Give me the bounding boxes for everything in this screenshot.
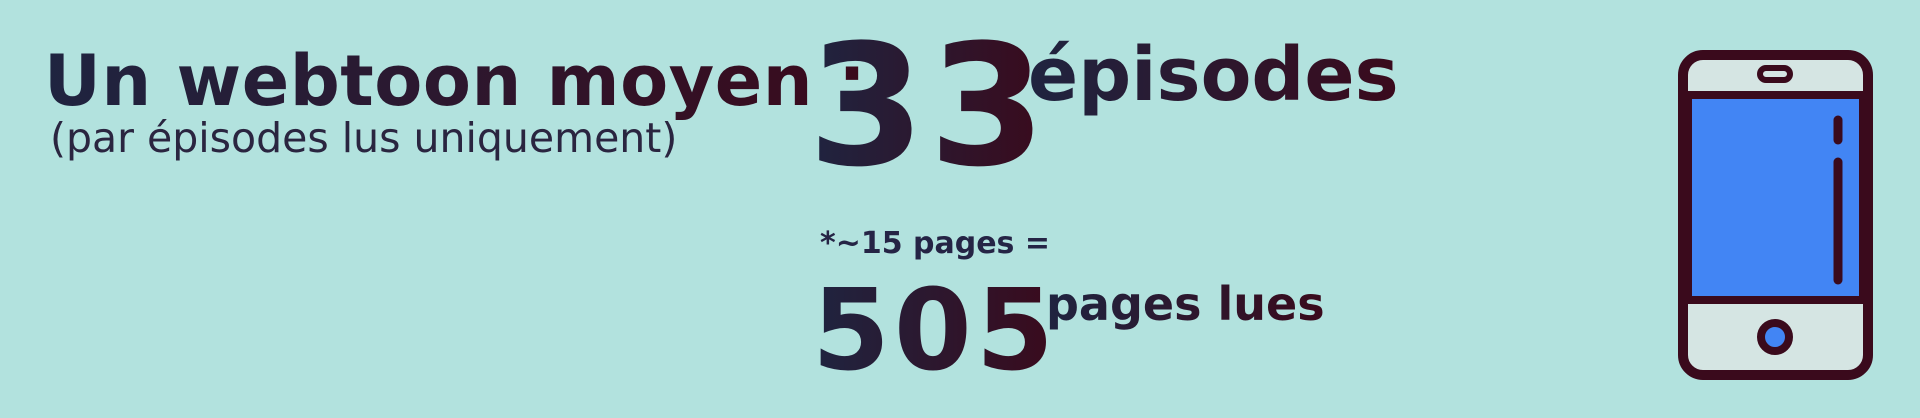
smartphone-icon: [1678, 50, 1873, 380]
episodes-count: 33: [808, 8, 1050, 204]
pages-per-episode-note: *~15 pages =: [820, 226, 1050, 261]
phone-speaker: [1757, 65, 1793, 83]
home-button: [1757, 319, 1793, 355]
subheadline: (par épisodes lus uniquement): [50, 114, 678, 162]
episodes-label: épisodes: [1028, 32, 1399, 118]
pages-label: pages lues: [1046, 274, 1325, 334]
headline: Un webtoon moyen :: [44, 36, 866, 126]
pages-count: 505: [812, 266, 1058, 396]
